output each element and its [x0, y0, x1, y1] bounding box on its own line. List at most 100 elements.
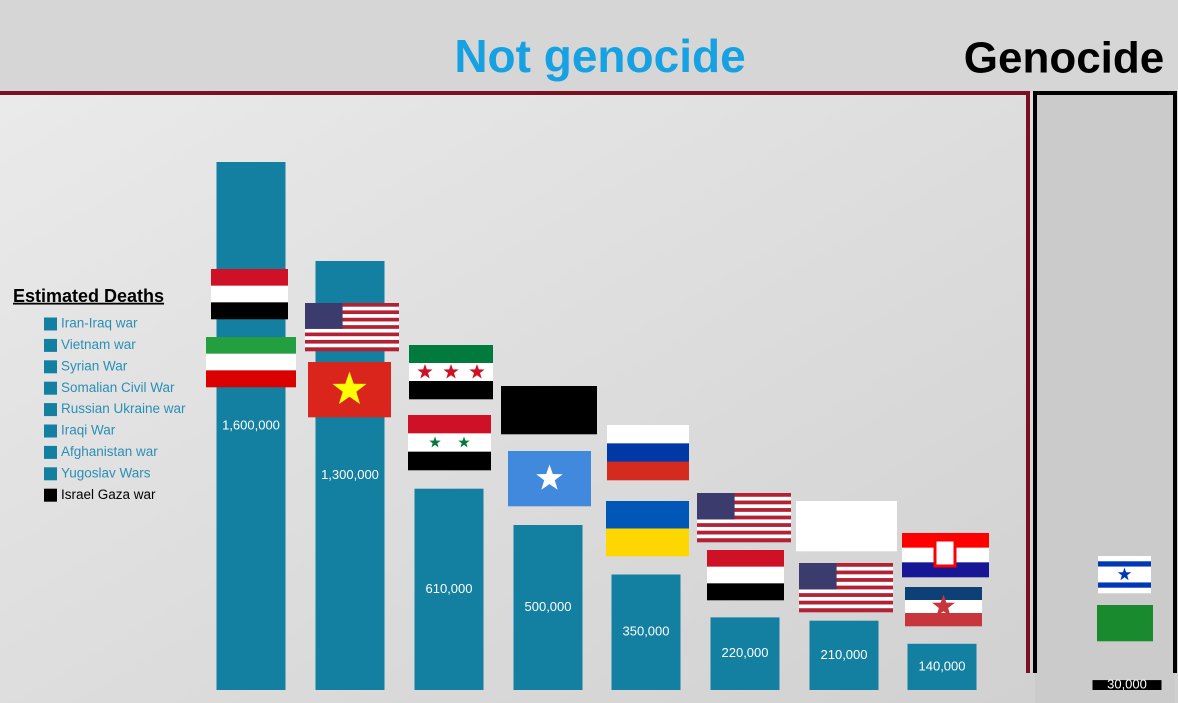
flag-star	[332, 371, 367, 405]
flag-stripe	[697, 523, 791, 528]
flag-stripe	[305, 317, 399, 322]
flag-stripe	[305, 321, 399, 326]
flag-star	[536, 464, 563, 490]
annotation: Genocide	[964, 34, 1165, 83]
bar	[809, 620, 879, 690]
flag-stripe	[697, 500, 791, 505]
bar	[611, 574, 681, 690]
flag-stripe	[902, 562, 989, 578]
flag-stripe	[707, 566, 784, 584]
header-band	[0, 0, 1178, 93]
flag-stripe	[799, 608, 893, 613]
flag-stripe	[606, 528, 689, 557]
flag-shield	[933, 538, 957, 568]
flag-stripe	[799, 604, 893, 609]
flag-stripe	[697, 511, 791, 516]
legend-swatch	[44, 467, 57, 481]
value-label: 500,000	[525, 599, 572, 614]
value-label: 350,000	[623, 624, 670, 639]
flags	[206, 269, 1153, 642]
flag-stripe	[799, 578, 893, 583]
flag-stripe	[211, 302, 288, 320]
flag-stripe	[799, 585, 893, 590]
flag-stripe	[799, 563, 893, 568]
bar	[414, 488, 484, 690]
value-label: 30,000	[1107, 676, 1147, 691]
flag-stripe	[697, 534, 791, 539]
flag-stripe	[905, 613, 982, 627]
flag-stripe	[697, 508, 791, 513]
flag-stripe	[305, 347, 399, 352]
legend-label: Vietnam war	[61, 337, 136, 352]
legend-swatch	[44, 381, 57, 395]
bar	[1092, 680, 1162, 690]
flag-stripe	[707, 583, 784, 601]
flag-stripe	[707, 550, 784, 567]
flag-stripe	[305, 332, 399, 337]
legend-swatch	[44, 403, 57, 417]
flag-stripe	[305, 343, 399, 348]
flag-stripe	[408, 433, 491, 452]
legend-label: Israel Gaza war	[61, 487, 156, 502]
flag-stripe	[409, 345, 493, 364]
flag-canton	[697, 493, 735, 520]
flag-star	[932, 594, 955, 617]
value-label: 140,000	[919, 658, 966, 673]
bar	[216, 162, 286, 690]
flag-stripe	[799, 593, 893, 598]
flag-stripe	[1098, 587, 1151, 594]
flag-stripe	[206, 370, 296, 388]
legend-swatch	[44, 445, 57, 459]
legend-label: Somalian Civil War	[61, 380, 175, 395]
annotation: Not genocide	[454, 30, 745, 82]
flag-star	[443, 364, 459, 379]
flag-stripe	[211, 269, 288, 286]
flag-stripe	[1097, 605, 1153, 642]
flag-stripe	[206, 353, 296, 371]
flag-stripe	[607, 461, 689, 481]
flag-stripe	[799, 566, 893, 571]
legend-swatch	[44, 424, 57, 438]
legend-label: Iraqi War	[61, 423, 116, 438]
flag-stripe	[1098, 556, 1151, 562]
legend-swatch	[44, 338, 57, 352]
legend-label: Afghanistan war	[61, 444, 158, 459]
flag-stripe	[905, 587, 982, 601]
flag-stripe	[1098, 582, 1151, 589]
legend-swatch	[44, 488, 57, 502]
bar	[513, 525, 583, 690]
flag-stripe	[305, 306, 399, 311]
flag-stripe	[697, 526, 791, 531]
legend-label: Russian Ukraine war	[61, 401, 186, 416]
value-label: 220,000	[722, 645, 769, 660]
flag-stripe	[799, 574, 893, 579]
flag-star	[1117, 567, 1132, 581]
flag-star	[469, 364, 485, 379]
flag-stripe	[606, 501, 689, 529]
flag-stripe	[305, 303, 399, 307]
flag-stripe	[697, 530, 791, 535]
legend-title: Estimated Deaths	[13, 286, 164, 306]
flag-star	[417, 364, 433, 379]
bracket-not-genocide	[0, 91, 1030, 673]
flag-stripe	[211, 285, 288, 303]
flag-stripe	[697, 519, 791, 524]
flag-stripe	[408, 451, 491, 471]
flag-stripe	[697, 496, 791, 501]
flag-stripe	[607, 443, 689, 462]
flag-stripe	[305, 328, 399, 333]
flag-stripe	[799, 581, 893, 586]
flag-stripe	[697, 515, 791, 520]
bracket-genocide	[1033, 91, 1177, 673]
flag-stripe	[799, 600, 893, 605]
flag-stripe	[305, 314, 399, 319]
value-label: 1,300,000	[321, 467, 379, 482]
flag-canton	[305, 303, 343, 329]
flag-stripe	[607, 425, 689, 444]
legend-label: Yugoslav Wars	[61, 465, 151, 480]
flag-stripe	[305, 339, 399, 344]
value-label: 610,000	[426, 581, 473, 596]
flag-stripe	[206, 337, 296, 354]
